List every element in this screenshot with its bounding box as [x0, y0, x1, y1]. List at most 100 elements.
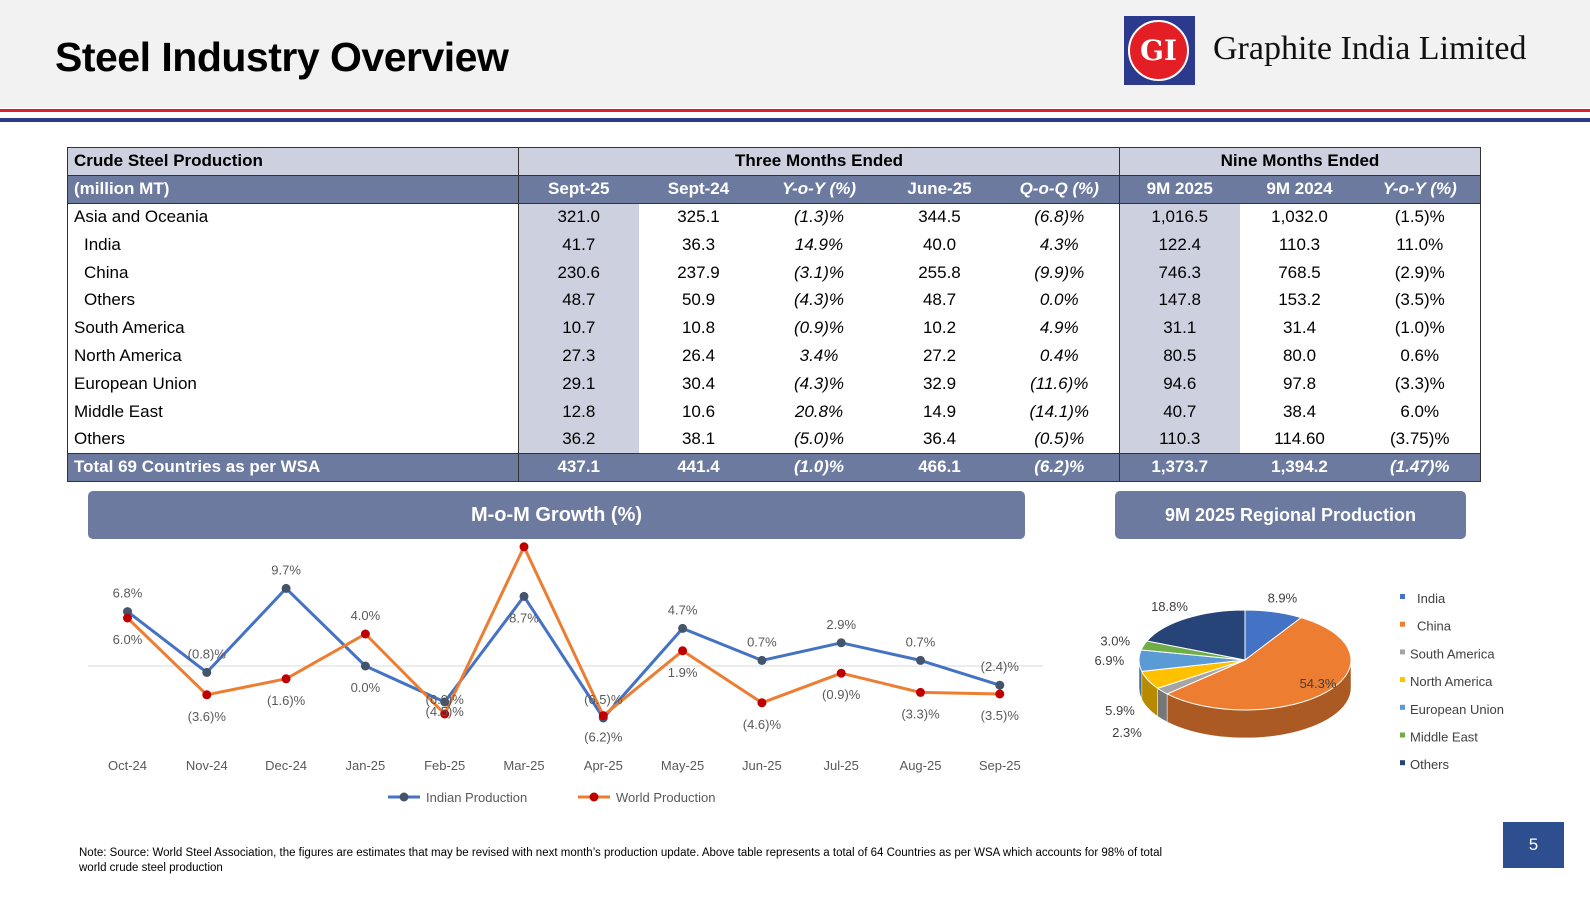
table-cell: (9.9)%	[999, 258, 1120, 287]
data-point	[916, 655, 925, 665]
table-cell: 110.3	[1119, 425, 1240, 454]
data-label: (6.5)%	[584, 692, 623, 707]
row-label: North America	[67, 342, 519, 370]
table-cell: 10.6	[681, 401, 716, 421]
column-header: 9M 2024	[1239, 175, 1360, 204]
x-tick-label: Apr-25	[584, 758, 623, 773]
table-cell: (4.3)%	[793, 373, 845, 393]
row-label: China	[67, 258, 519, 287]
table-cell: 0.0%	[999, 286, 1120, 315]
total-cell: 441.4	[638, 453, 759, 482]
column-header: Y-o-Y (%)	[1359, 175, 1481, 204]
table-cell: (14.1)%	[999, 397, 1120, 426]
column-header: June-25	[879, 175, 1000, 204]
company-name: Graphite India Limited	[1213, 30, 1527, 67]
pie-data-label: 2.3%	[1112, 725, 1142, 740]
total-label: Total 69 Countries as per WSA	[67, 453, 519, 482]
data-label: (3.3)%	[901, 706, 940, 721]
table-row: Others 48.7 50.9 (4.3)% 48.7 0.0% 147.8 153.2 (3…	[67, 286, 1481, 315]
data-label: (0.9)%	[822, 687, 861, 702]
data-label: 6.8%	[113, 586, 143, 601]
column-header: Y-o-Y (%)	[758, 175, 880, 204]
table-cell: 27.3	[518, 342, 639, 370]
table-cell: 10.8	[681, 318, 716, 338]
table-cell: 36.4	[879, 425, 1000, 454]
table-cell: 26.4	[681, 345, 716, 365]
table-cell: 147.8	[1119, 286, 1240, 315]
series-line-world	[126, 545, 1000, 718]
total-cell: 466.1	[879, 453, 1000, 482]
divider-red	[0, 109, 1590, 112]
table-cell: 153.2	[1278, 290, 1321, 310]
data-point	[836, 638, 846, 648]
table-cell: 110.3	[1278, 234, 1321, 254]
data-point	[519, 542, 529, 552]
table-cell: 12.8	[518, 397, 639, 426]
column-header: 9M 2025	[1119, 175, 1240, 204]
table-cell: (3.3)%	[1359, 369, 1481, 398]
legend-swatch	[1400, 649, 1405, 655]
data-label: 9.7%	[271, 562, 301, 577]
table-cell: (6.8)%	[999, 203, 1120, 231]
table-cell: (3.5)%	[1359, 286, 1481, 315]
data-point	[281, 583, 291, 593]
table-cell: 4.9%	[999, 314, 1120, 343]
table-cell: 114.60	[1239, 425, 1360, 454]
x-tick-label: Mar-25	[503, 758, 544, 773]
legend-marker	[589, 792, 599, 802]
table-cell: 97.8	[1282, 373, 1317, 393]
total-cell: 1,394.2	[1239, 453, 1360, 482]
pie-data-label: 3.0%	[1100, 633, 1130, 648]
page-number: 5	[1503, 822, 1564, 868]
table-cell: 20.8%	[794, 401, 844, 421]
data-point	[123, 613, 132, 623]
data-point	[281, 674, 291, 684]
table-cell: 6.0%	[1359, 397, 1481, 426]
x-tick-label: Feb-25	[424, 758, 465, 773]
table-cell: 36.3	[681, 234, 716, 254]
data-label: (3.6)%	[188, 709, 227, 724]
header-units: (million MT)	[67, 175, 519, 204]
table-header-row-2: (million MT) Sept-25 Sept-24 Y-o-Y (%) June-…	[67, 175, 1481, 204]
data-point	[202, 667, 212, 677]
table-cell: 29.1	[518, 369, 639, 398]
total-cell: 437.1	[518, 453, 639, 482]
table-cell: (1.3)%	[793, 207, 845, 227]
header-three-months: Three Months Ended	[518, 147, 1120, 176]
legend-label: European Union	[1410, 702, 1504, 717]
pie-data-label: 18.8%	[1151, 599, 1188, 614]
data-label: (2.4)%	[981, 659, 1020, 674]
table-row: India 41.7 36.3 14.9% 40.0 4.3% 122.4 110.3 11.0…	[67, 230, 1481, 259]
table-row: Others 36.2 38.1 (5.0)% 36.4 (0.5)% 110.3 114.6…	[67, 425, 1481, 454]
legend-marker	[399, 792, 409, 802]
table-row: South America 10.7 10.8 (0.9)% 10.2 4.9% 31.1 3…	[67, 314, 1481, 343]
row-label: Middle East	[67, 397, 519, 426]
row-label: South America	[67, 314, 519, 343]
total-cell: (1.0)%	[758, 453, 880, 482]
row-label: India	[67, 230, 519, 259]
legend-label: North America	[1410, 674, 1493, 689]
table-cell: (3.1)%	[793, 262, 845, 282]
total-cell: 1,373.7	[1119, 453, 1240, 482]
legend-label: Others	[1410, 757, 1450, 772]
row-label: Asia and Oceania	[67, 203, 519, 231]
pie-data-label: 5.9%	[1105, 703, 1135, 718]
legend-swatch	[1400, 594, 1405, 599]
x-tick-label: Oct-24	[108, 758, 147, 773]
data-label: 0.7%	[747, 634, 777, 649]
table-cell: 3.4%	[799, 345, 839, 365]
data-point	[836, 668, 846, 678]
table-cell: 38.4	[1282, 401, 1317, 421]
data-point	[995, 689, 1005, 699]
table-cell: 50.9	[681, 290, 716, 310]
table-cell: 0.4%	[999, 342, 1120, 370]
table-row: Middle East 12.8 10.6 20.8% 14.9 (14.1)% 40.7 3…	[67, 397, 1481, 426]
mom-growth-chart: Oct-24 Nov-24 Dec-24 Jan-25 Feb-25 Mar-25 Apr-…	[88, 542, 1043, 805]
data-label: 4.7%	[668, 602, 698, 617]
regional-pie-chart: 8.9% 54.3% 2.3% 5.9% 6.9% 3.0% 18.8% India China…	[1095, 590, 1504, 772]
table-cell: 31.4	[1282, 318, 1317, 338]
data-point	[360, 661, 370, 671]
table-cell: 14.9	[922, 401, 957, 421]
x-tick-label: Jun-25	[742, 758, 782, 773]
data-point	[678, 623, 688, 633]
